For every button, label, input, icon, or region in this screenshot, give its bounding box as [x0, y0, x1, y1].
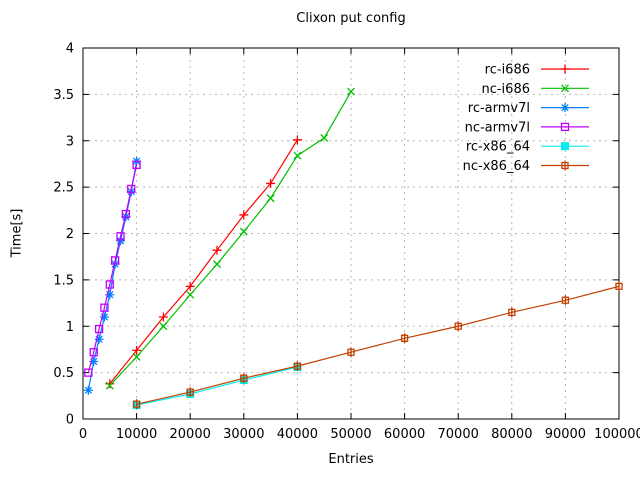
x-tick-label: 50000: [330, 427, 371, 442]
series-nc-i686: [105, 87, 355, 390]
x-tick-label: 70000: [438, 427, 479, 442]
legend-label: nc-i686: [481, 82, 530, 97]
marker-open-square: [89, 348, 98, 357]
y-tick-label: 0.5: [53, 366, 74, 381]
marker-open-square: [121, 209, 131, 219]
x-tick-label: 40000: [277, 427, 318, 442]
marker-open-square-tick: [186, 387, 194, 398]
y-tick-label: 1: [66, 320, 74, 335]
legend-label: rc-armv7l: [468, 101, 530, 116]
series-nc-x86_64: [132, 281, 623, 410]
marker-star: [94, 334, 104, 344]
y-tick-label: 0: [66, 413, 74, 428]
legend-label: rc-x86_64: [466, 140, 530, 155]
marker-open-square: [100, 303, 109, 312]
marker-cross: [347, 87, 355, 96]
marker-open-square-tick: [561, 160, 569, 171]
marker-open-square: [127, 184, 136, 194]
marker-open-square-tick: [561, 295, 570, 306]
x-axis-label: Entries: [328, 452, 374, 467]
legend-label: nc-x86_64: [463, 159, 530, 174]
marker-cross: [105, 381, 114, 390]
marker-open-square-tick: [508, 307, 516, 318]
marker-open-square-tick: [293, 361, 302, 372]
marker-plus: [132, 345, 142, 355]
marker-cross: [561, 84, 569, 93]
y-tick-label: 2: [66, 227, 74, 242]
x-tick-label: 100000: [594, 427, 640, 442]
marker-open-square: [84, 368, 93, 377]
marker-star: [89, 356, 99, 366]
x-tick-label: 0: [79, 427, 87, 442]
legend-item-rc-armv7l: rc-armv7l: [468, 101, 589, 116]
marker-star: [83, 385, 93, 395]
marker-open-square-tick: [615, 281, 623, 292]
x-tick-label: 20000: [170, 427, 211, 442]
marker-open-square: [132, 160, 141, 170]
y-tick-label: 3.5: [53, 88, 74, 103]
marker-open-square: [111, 256, 120, 265]
marker-open-square: [94, 324, 104, 334]
legend-label: rc-i686: [485, 63, 530, 78]
marker-open-square: [105, 280, 114, 289]
legend: rc-i686 nc-i686 rc-armv7l nc-armv7l rc-x86_6…: [463, 63, 589, 174]
series-line: [136, 366, 298, 406]
marker-star: [105, 290, 115, 300]
marker-open-square-tick: [400, 333, 409, 344]
marker-open-square: [560, 122, 570, 132]
chart-title: Clixon put config: [296, 11, 406, 26]
x-tick-label: 30000: [223, 427, 264, 442]
series-line: [87, 164, 138, 373]
marker-open-square-tick: [132, 399, 141, 410]
marker-plus: [292, 135, 302, 145]
marker-filled-square: [561, 142, 569, 151]
legend-item-nc-armv7l: nc-armv7l: [465, 120, 589, 135]
marker-cross: [266, 194, 275, 203]
x-tick-label: 10000: [116, 427, 157, 442]
marker-plus: [158, 312, 168, 322]
marker-cross: [213, 260, 221, 269]
marker-star: [99, 312, 109, 322]
legend-item-nc-i686: nc-i686: [481, 82, 589, 97]
x-tick-label: 90000: [545, 427, 586, 442]
marker-star: [121, 212, 131, 222]
series-line: [136, 285, 620, 405]
marker-open-square: [116, 232, 125, 241]
y-tick-label: 2.5: [53, 181, 74, 196]
y-tick-label: 3: [66, 134, 74, 149]
marker-cross: [293, 151, 302, 160]
series-rc-i686: [105, 135, 302, 389]
legend-item-rc-x86_64: rc-x86_64: [466, 140, 589, 155]
legend-item-nc-x86_64: nc-x86_64: [463, 159, 589, 174]
series-line: [109, 139, 298, 385]
marker-plus: [212, 245, 222, 255]
grid: [83, 48, 619, 419]
marker-open-square-tick: [347, 347, 355, 358]
series-rc-x86_64: [132, 363, 302, 410]
marker-plus: [185, 281, 195, 291]
marker-cross: [159, 322, 168, 331]
marker-cross: [132, 352, 141, 361]
legend-label: nc-armv7l: [465, 120, 530, 135]
marker-star: [116, 236, 126, 246]
x-tick-label: 80000: [491, 427, 532, 442]
y-tick-label: 4: [66, 42, 74, 57]
y-tick-label: 1.5: [53, 273, 74, 288]
series-line: [109, 91, 352, 387]
marker-plus: [266, 178, 276, 188]
marker-cross: [239, 227, 248, 236]
marker-plus: [239, 210, 249, 220]
marker-open-square-tick: [240, 373, 248, 384]
marker-cross: [320, 134, 329, 142]
marker-star: [560, 103, 570, 113]
marker-plus: [560, 64, 570, 74]
marker-plus: [105, 379, 115, 389]
plot-border: [82, 47, 620, 420]
x-tick-label: 60000: [384, 427, 425, 442]
series-nc-armv7l: [84, 160, 141, 377]
legend-item-rc-i686: rc-i686: [485, 63, 589, 78]
marker-open-square-tick: [454, 321, 462, 332]
marker-cross: [186, 290, 195, 299]
